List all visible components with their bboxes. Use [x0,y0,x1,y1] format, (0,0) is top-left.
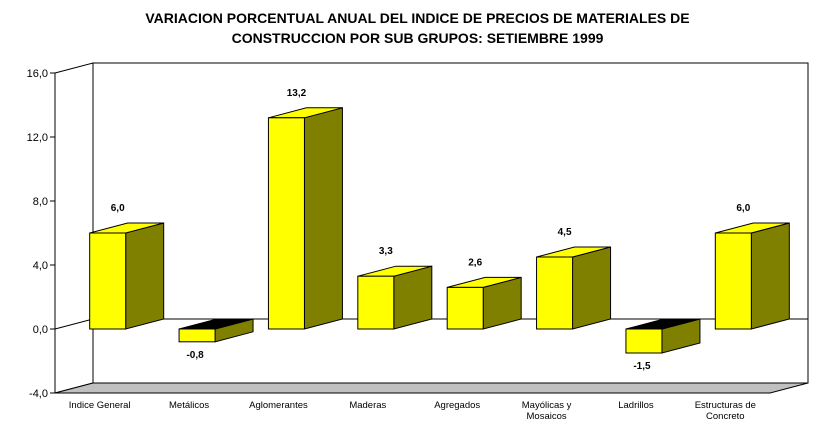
data-label: 13,2 [287,88,307,99]
x-tick-label: Aglomerantes [249,400,308,411]
bar-front [536,256,574,330]
bar [178,318,254,343]
bar-side [572,246,612,330]
bar [625,318,701,354]
bar-front [714,232,752,330]
y-tick-label: 16,0 [27,68,48,80]
bar [536,246,612,330]
x-axis-labels: Indice General Metálicos Aglomerantes Mader… [69,400,756,422]
bar-side [750,222,790,330]
bar-side [393,265,433,330]
bar-side [125,222,165,330]
x-tick-label: Maderas [349,400,386,411]
bar [89,222,165,330]
data-label: 2,6 [468,257,482,268]
bar-front [357,275,395,330]
bar-front [267,117,305,330]
value-labels: 6,0 -0,8 13,2 3,3 2,6 4,5 -1,5 6,0 [111,88,751,372]
y-axis: 16,0 12,0 8,0 4,0 0,0 -4,0 [27,68,56,400]
x-tick-label: Mosaicos [527,411,567,422]
x-tick-label: Estructuras de [695,400,756,411]
x-tick-label: Metálicos [169,400,209,411]
chart-title: VARIACION PORCENTUAL ANUAL DEL INDICE DE… [0,8,835,48]
floor [54,382,809,394]
bar [357,265,433,330]
data-label: 6,0 [736,203,750,214]
y-tick-label: 12,0 [27,132,48,144]
data-label: 6,0 [111,203,125,214]
bar-front [178,328,216,343]
bar [446,276,522,330]
bar-front [446,286,484,330]
x-tick-label: Indice General [69,400,131,411]
x-tick-label: Mayólicas y [522,400,572,411]
x-tick-label: Ladrillos [618,400,654,411]
bars [89,107,790,354]
side-wall [54,62,94,394]
data-label: -0,8 [186,350,204,361]
x-tick-label: Concreto [706,411,745,422]
data-label: 3,3 [379,246,393,257]
y-tick-label: -4,0 [29,388,48,400]
bar [714,222,790,330]
bar [267,107,343,330]
bar-front [89,232,127,330]
data-label: -1,5 [633,361,651,372]
bar-side [303,107,343,330]
bar-front [625,328,663,354]
y-tick-label: 0,0 [33,324,48,336]
y-tick-label: 8,0 [33,196,48,208]
x-tick-label: Agregados [434,400,480,411]
chart-title-line-1: VARIACION PORCENTUAL ANUAL DEL INDICE DE… [145,10,690,26]
data-label: 4,5 [558,227,572,238]
y-tick-label: 4,0 [33,260,48,272]
chart-title-line-2: CONSTRUCCION POR SUB GRUPOS: SETIEMBRE 1… [231,30,604,46]
